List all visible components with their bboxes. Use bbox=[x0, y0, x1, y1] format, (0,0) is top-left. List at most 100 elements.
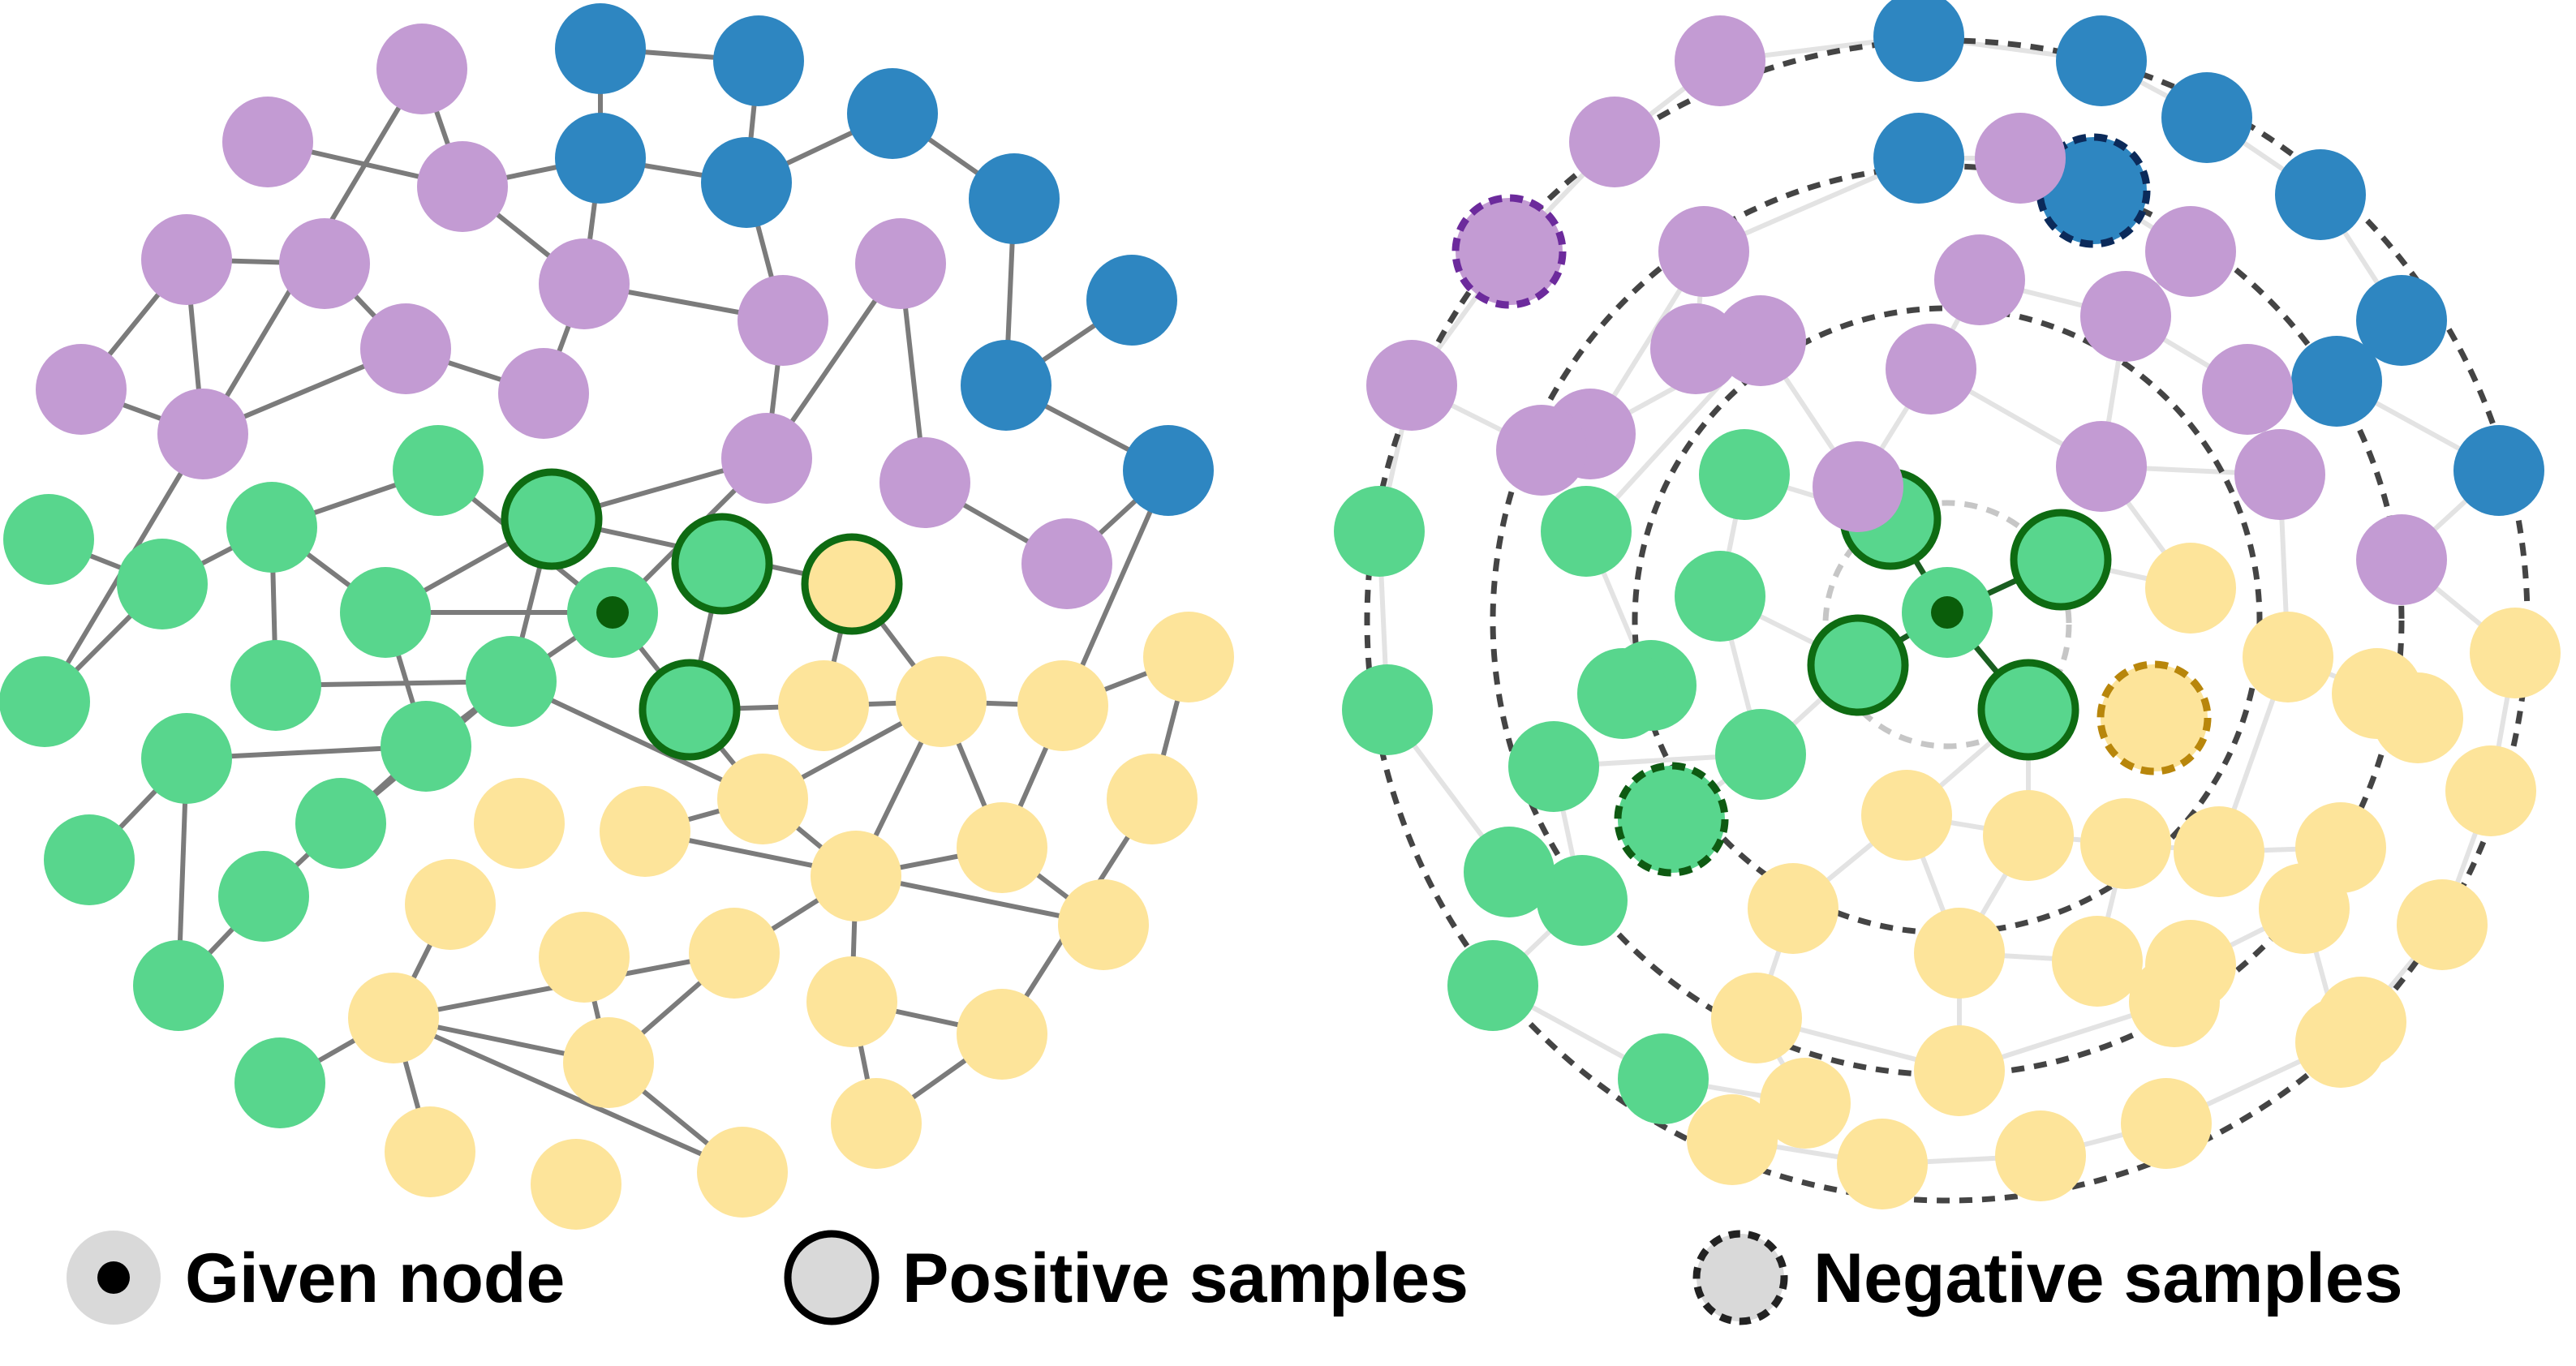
left-node-yellow bbox=[539, 912, 630, 1003]
right-node-blue bbox=[2275, 149, 2366, 240]
left-node-green bbox=[226, 482, 317, 573]
right-node-purple bbox=[2234, 429, 2325, 520]
left-node-purple bbox=[360, 303, 451, 394]
right-node-green bbox=[1618, 1033, 1709, 1124]
left-node-yellow bbox=[531, 1139, 621, 1230]
legend-negative-samples: Negative samples bbox=[1692, 1230, 2403, 1325]
legend-given-node: Given node bbox=[67, 1231, 565, 1325]
legend: Given node Positive samples Negative sam… bbox=[67, 1230, 2403, 1325]
left-node-purple bbox=[879, 437, 970, 528]
legend-given-node-dot bbox=[97, 1261, 130, 1294]
right-node-blue bbox=[2291, 336, 2382, 427]
left-node-green bbox=[3, 494, 94, 585]
left-node-blue bbox=[713, 15, 804, 106]
right-node-yellow bbox=[1914, 908, 2005, 999]
left-node-purple bbox=[157, 389, 248, 479]
left-node-yellow bbox=[896, 656, 987, 747]
right-node-yellow bbox=[2372, 672, 2463, 763]
left-node-purple bbox=[1021, 518, 1112, 609]
left-node-purple bbox=[376, 24, 467, 114]
left-node-purple bbox=[721, 413, 812, 504]
right-node-yellow bbox=[2259, 863, 2350, 954]
right-negative-node-purple bbox=[1451, 194, 1567, 309]
left-node-green bbox=[466, 636, 557, 727]
left-edge bbox=[1000, 469, 1171, 849]
right-negative-node-yellow bbox=[2096, 660, 2212, 775]
left-node-yellow bbox=[831, 1078, 922, 1169]
left-node-green bbox=[44, 814, 135, 905]
left-node-yellow bbox=[778, 660, 869, 751]
left-edge bbox=[510, 679, 764, 801]
left-node-purple bbox=[738, 275, 828, 366]
left-node-purple bbox=[141, 214, 232, 305]
left-node-yellow bbox=[348, 973, 439, 1063]
right-node-blue bbox=[2356, 275, 2447, 366]
left-node-green bbox=[0, 656, 90, 747]
left-node-yellow bbox=[600, 786, 690, 877]
left-node-blue bbox=[961, 340, 1051, 431]
right-node-purple bbox=[1650, 303, 1741, 394]
left-node-yellow bbox=[697, 1127, 788, 1218]
right-node-green bbox=[1334, 486, 1425, 577]
legend-negative-label: Negative samples bbox=[1813, 1239, 2403, 1317]
left-node-yellow bbox=[1017, 660, 1108, 751]
left-node-green bbox=[133, 940, 224, 1031]
left-node-yellow bbox=[806, 956, 897, 1047]
right-node-yellow bbox=[2080, 798, 2171, 889]
right-node-purple bbox=[1975, 113, 2066, 204]
left-edge bbox=[42, 67, 424, 703]
right-node-yellow bbox=[1748, 863, 1838, 954]
left-node-purple bbox=[222, 97, 313, 187]
left-positive-node bbox=[801, 533, 903, 635]
right-node-yellow bbox=[1711, 973, 1802, 1063]
left-node-purple bbox=[36, 344, 127, 435]
right-node-purple bbox=[1934, 234, 2025, 325]
left-node-blue bbox=[847, 68, 938, 159]
left-node-yellow bbox=[957, 802, 1047, 893]
right-node-green bbox=[1699, 429, 1790, 520]
right-node-yellow bbox=[2174, 806, 2264, 897]
left-node-green bbox=[295, 778, 386, 869]
left-positive-node bbox=[639, 659, 741, 761]
right-given-dot bbox=[1931, 596, 1963, 629]
right-node-blue bbox=[2161, 72, 2252, 163]
right-node-yellow bbox=[2397, 879, 2488, 970]
right-negative-node-blue bbox=[2036, 133, 2151, 248]
right-node-green bbox=[1342, 664, 1433, 755]
right-positive-node bbox=[1807, 614, 1909, 716]
right-node-purple bbox=[1569, 97, 1660, 187]
left-node-green bbox=[218, 851, 309, 942]
right-node-purple bbox=[1658, 206, 1749, 297]
right-node-purple bbox=[1675, 15, 1765, 106]
right-node-yellow bbox=[1914, 1025, 2005, 1116]
right-node-yellow bbox=[1687, 1094, 1778, 1185]
left-node-blue bbox=[555, 113, 646, 204]
left-given-dot bbox=[596, 596, 629, 629]
right-node-green bbox=[1464, 827, 1555, 917]
right-node-purple bbox=[2145, 206, 2236, 297]
right-positive-node bbox=[2010, 509, 2112, 611]
right-node-yellow bbox=[2470, 608, 2561, 698]
left-node-blue bbox=[1086, 255, 1177, 346]
left-node-blue bbox=[555, 3, 646, 94]
left-node-yellow bbox=[957, 989, 1047, 1080]
right-node-purple bbox=[1496, 405, 1587, 496]
right-node-blue bbox=[1873, 0, 1964, 82]
left-node-purple bbox=[279, 218, 370, 309]
left-positive-node bbox=[501, 468, 603, 570]
right-node-purple bbox=[1813, 441, 1903, 532]
right-negative-node-green bbox=[1614, 762, 1729, 877]
left-node-blue bbox=[1123, 425, 1214, 516]
right-node-green bbox=[1675, 551, 1765, 642]
right-node-yellow bbox=[2129, 956, 2220, 1047]
left-node-yellow bbox=[405, 859, 496, 950]
left-node-green bbox=[234, 1037, 325, 1128]
right-node-blue bbox=[2056, 15, 2147, 106]
left-node-yellow bbox=[1058, 879, 1149, 970]
legend-positive-icon bbox=[784, 1230, 879, 1325]
left-graph-nodes bbox=[0, 3, 1234, 1230]
left-positive-node bbox=[671, 513, 773, 615]
left-node-green bbox=[141, 713, 232, 804]
right-node-yellow bbox=[2052, 916, 2143, 1007]
